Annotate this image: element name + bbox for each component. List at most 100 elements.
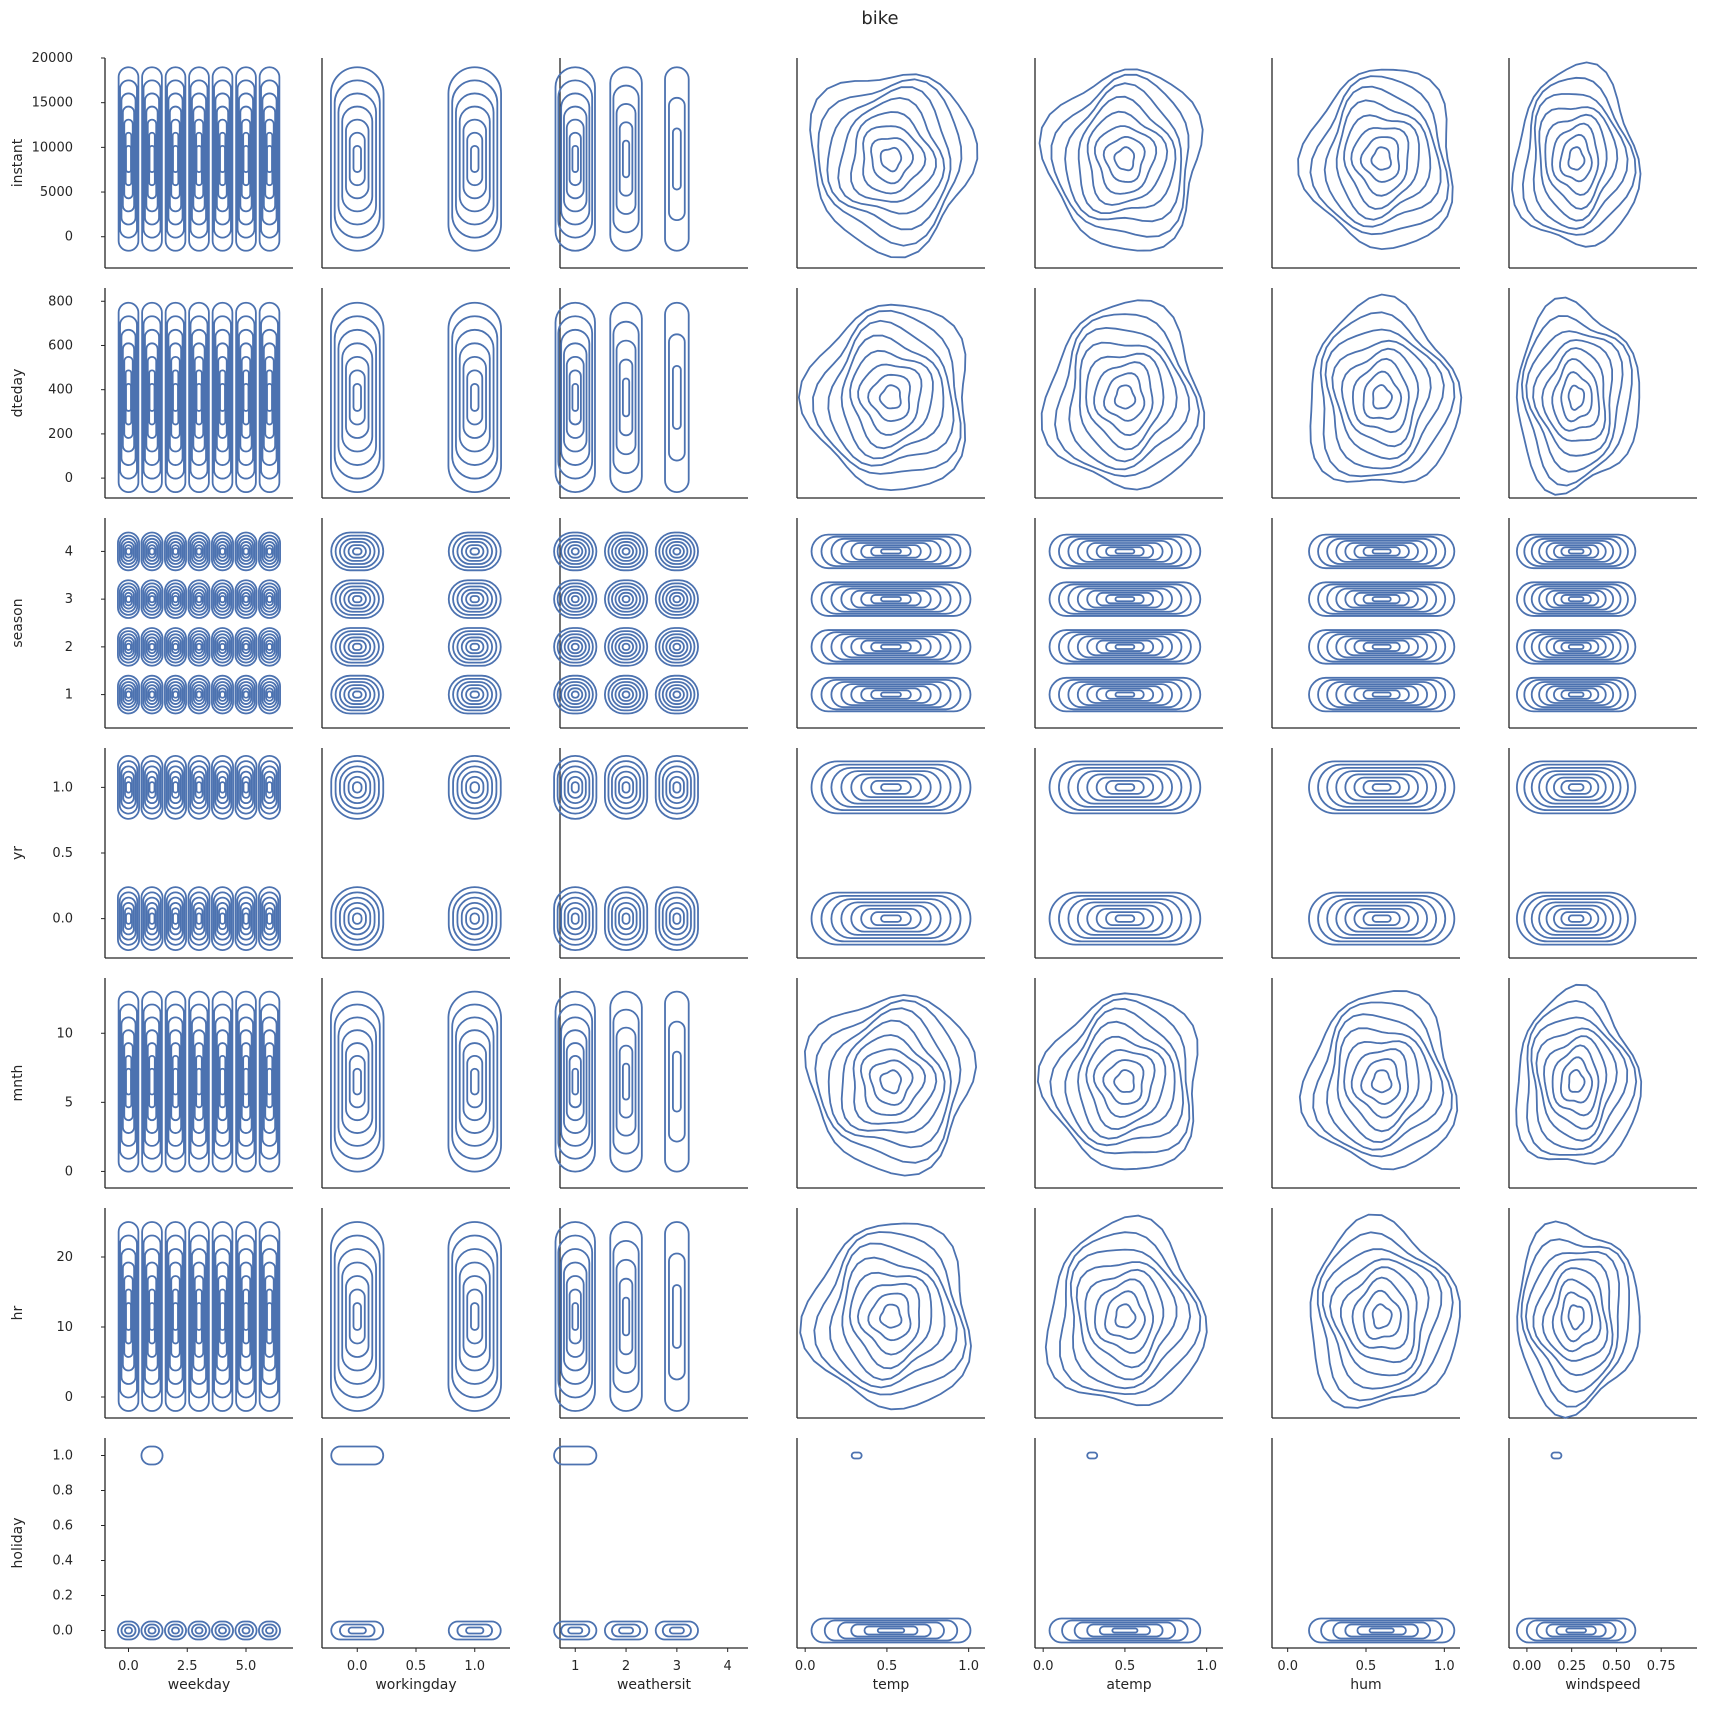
kde-contour — [1532, 93, 1629, 230]
kde-contour — [117, 1620, 140, 1641]
kde-contour — [1049, 997, 1191, 1155]
kde-contour — [188, 990, 210, 1173]
y-tick-label: 200 — [48, 427, 73, 442]
kde-contour — [1362, 779, 1401, 795]
y-tick-label: 0.2 — [52, 1589, 73, 1604]
panel-season-hum — [1271, 518, 1460, 729]
kde-contour — [330, 886, 385, 952]
kde-contour — [1058, 583, 1192, 615]
kde-contour — [1067, 633, 1183, 661]
kde-contour — [242, 382, 250, 412]
kde-contour — [1559, 1056, 1594, 1104]
kde-contour — [860, 639, 922, 655]
kde-contour — [1335, 587, 1428, 611]
kde-contour — [117, 886, 140, 952]
kde-contour — [567, 591, 584, 607]
kde-contour — [1114, 783, 1136, 792]
panel-instant-hum — [1271, 58, 1460, 269]
kde-contour — [470, 144, 480, 173]
kde-contour — [672, 1050, 682, 1113]
kde-contour — [840, 587, 942, 611]
kde-contour — [123, 1275, 134, 1358]
kde-contour — [145, 541, 159, 562]
kde-contour — [810, 760, 972, 815]
kde-contour — [621, 912, 631, 925]
kde-contour — [241, 1626, 251, 1635]
kde-contour — [121, 342, 136, 453]
kde-contour — [187, 531, 211, 572]
kde-contour — [455, 1016, 495, 1147]
panel-yr-hum — [1271, 748, 1460, 959]
kde-contour — [347, 639, 367, 655]
kde-contour — [125, 595, 132, 604]
x-tick-label: 1.0 — [1196, 1659, 1217, 1674]
kde-contour — [193, 355, 205, 439]
kde-contour — [172, 690, 179, 699]
kde-contour — [1567, 146, 1586, 171]
kde-contour — [568, 131, 582, 187]
kde-contour — [239, 105, 253, 213]
kde-contour — [870, 911, 912, 927]
kde-contour — [172, 1067, 179, 1096]
kde-contour — [447, 531, 502, 572]
kde-contour — [668, 775, 685, 799]
kde-contour — [140, 886, 164, 952]
kde-contour — [345, 355, 370, 439]
kde-contour — [216, 541, 229, 562]
kde-contour — [238, 633, 254, 661]
x-axis-label-workingday: workingday — [375, 1677, 456, 1693]
kde-contour — [850, 1451, 863, 1460]
kde-contour — [870, 594, 912, 605]
x-axis-label-weekday: weekday — [168, 1677, 231, 1693]
panel-instant-temp — [796, 58, 985, 269]
kde-contour — [1543, 1035, 1608, 1130]
kde-contour — [145, 342, 159, 453]
kde-contour — [192, 1029, 206, 1134]
kde-contour — [352, 642, 363, 651]
kde-contour — [164, 531, 187, 572]
kde-contour — [167, 1016, 184, 1147]
kde-contour — [191, 1016, 207, 1147]
kde-contour — [1370, 146, 1392, 171]
kde-contour — [330, 754, 385, 820]
kde-contour — [169, 684, 182, 705]
kde-contour — [470, 1302, 480, 1331]
kde-contour — [447, 990, 502, 1173]
kde-contour — [1335, 770, 1428, 805]
kde-contour — [217, 118, 228, 200]
kde-contour — [119, 79, 138, 239]
kde-contour — [672, 642, 682, 651]
kde-contour — [168, 1261, 183, 1372]
kde-contour — [553, 531, 598, 572]
y-tick-label: 0.6 — [52, 1519, 73, 1534]
x-tick-label: 2 — [622, 1659, 630, 1674]
panel-dteday-hum — [1271, 288, 1463, 499]
kde-contour — [261, 896, 278, 941]
kde-contour — [189, 315, 209, 480]
kde-contour — [618, 1277, 634, 1356]
kde-contour — [615, 103, 637, 215]
kde-contour — [214, 1623, 231, 1638]
kde-contour — [1335, 901, 1428, 936]
kde-contour — [211, 1620, 234, 1641]
y-tick-label: 0.8 — [52, 1484, 73, 1499]
kde-contour — [615, 1026, 637, 1137]
kde-contour — [239, 770, 253, 805]
kde-contour — [1560, 371, 1593, 423]
kde-contour — [170, 355, 181, 439]
kde-contour — [466, 369, 484, 426]
kde-contour — [168, 1029, 183, 1134]
kde-contour — [188, 1221, 210, 1412]
kde-contour — [563, 588, 587, 610]
kde-contour — [820, 894, 962, 943]
kde-contour — [1317, 894, 1447, 943]
panel-hr-hum — [1271, 1208, 1461, 1419]
kde-contour — [238, 328, 254, 466]
kde-contour — [465, 544, 485, 559]
kde-contour — [148, 690, 156, 699]
kde-contour — [880, 691, 902, 698]
kde-contour — [141, 301, 163, 494]
kde-contour — [820, 583, 962, 615]
kde-contour — [1362, 546, 1401, 557]
kde-contour — [169, 541, 182, 562]
